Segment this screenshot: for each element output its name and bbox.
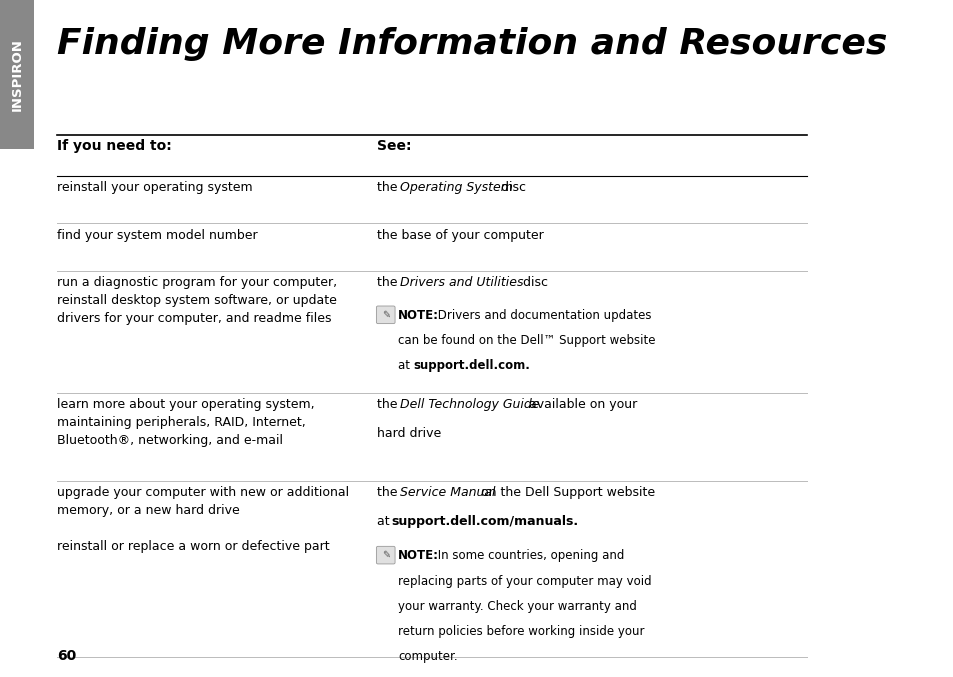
Text: Finding More Information and Resources: Finding More Information and Resources xyxy=(57,27,886,61)
Text: reinstall your operating system: reinstall your operating system xyxy=(57,181,253,194)
Text: run a diagnostic program for your computer,
reinstall desktop system software, o: run a diagnostic program for your comput… xyxy=(57,276,336,325)
Text: the: the xyxy=(376,181,401,194)
Text: return policies before working inside your: return policies before working inside yo… xyxy=(398,625,644,638)
Text: support.dell.com/manuals.: support.dell.com/manuals. xyxy=(392,515,578,527)
Text: the base of your computer: the base of your computer xyxy=(376,229,543,242)
Text: See:: See: xyxy=(376,139,412,153)
Text: Drivers and Utilities: Drivers and Utilities xyxy=(399,276,523,289)
Text: In some countries, opening and: In some countries, opening and xyxy=(434,549,623,562)
Text: disc: disc xyxy=(518,276,548,289)
Text: hard drive: hard drive xyxy=(376,427,441,439)
Text: at: at xyxy=(398,359,414,372)
Text: NOTE:: NOTE: xyxy=(398,309,438,322)
Text: INSPIRON: INSPIRON xyxy=(10,38,24,111)
Bar xyxy=(0,0,34,149)
Text: ✎: ✎ xyxy=(381,550,390,560)
Text: find your system model number: find your system model number xyxy=(57,229,257,242)
Text: learn more about your operating system,
maintaining peripherals, RAID, Internet,: learn more about your operating system, … xyxy=(57,398,314,447)
Text: Dell Technology Guide: Dell Technology Guide xyxy=(399,398,538,411)
Text: Drivers and documentation updates: Drivers and documentation updates xyxy=(434,309,651,322)
FancyBboxPatch shape xyxy=(376,306,395,324)
Text: If you need to:: If you need to: xyxy=(57,139,172,153)
Text: at: at xyxy=(376,515,394,527)
Text: 60: 60 xyxy=(57,649,76,663)
Text: NOTE:: NOTE: xyxy=(398,549,438,562)
Text: disc: disc xyxy=(497,181,526,194)
Text: can be found on the Dell™ Support website: can be found on the Dell™ Support websit… xyxy=(398,334,655,347)
Text: on the Dell Support website: on the Dell Support website xyxy=(476,486,655,499)
Text: ✎: ✎ xyxy=(381,310,390,320)
Text: available on your: available on your xyxy=(524,398,637,411)
Text: the: the xyxy=(376,276,401,289)
Text: upgrade your computer with new or additional
memory, or a new hard drive

reinst: upgrade your computer with new or additi… xyxy=(57,486,349,553)
Text: replacing parts of your computer may void: replacing parts of your computer may voi… xyxy=(398,575,651,588)
Text: support.dell.com.: support.dell.com. xyxy=(413,359,529,372)
FancyBboxPatch shape xyxy=(376,546,395,564)
Text: the: the xyxy=(376,486,401,499)
Text: the: the xyxy=(376,398,401,411)
Text: your warranty. Check your warranty and: your warranty. Check your warranty and xyxy=(398,600,637,613)
Text: computer.: computer. xyxy=(398,650,457,663)
Text: Service Manual: Service Manual xyxy=(399,486,495,499)
Text: Operating System: Operating System xyxy=(399,181,513,194)
